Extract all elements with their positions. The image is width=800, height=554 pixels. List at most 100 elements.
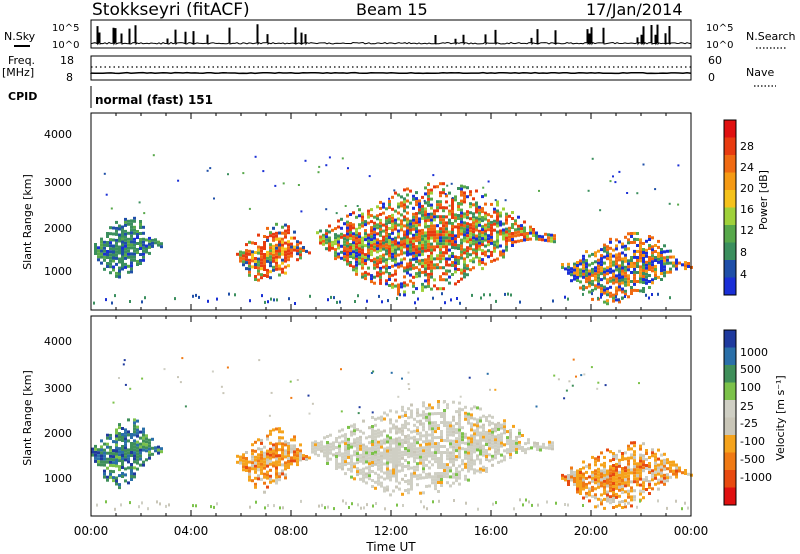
heatmap-cell: [370, 244, 373, 248]
heatmap-cell: [371, 443, 374, 446]
heatmap-cell: [275, 466, 278, 470]
heatmap-cell: [624, 274, 627, 278]
heatmap-cell: [472, 236, 475, 240]
heatmap-cell: [139, 232, 142, 235]
heatmap-cell: [94, 246, 97, 249]
heatmap-cell: [639, 265, 642, 269]
heatmap-cell: [245, 460, 248, 463]
heatmap-cell: [421, 204, 424, 208]
heatmap-cell: [278, 273, 281, 277]
heatmap-cell: [106, 445, 109, 449]
heatmap-cell: [106, 457, 109, 461]
heatmap-cell: [281, 252, 284, 256]
heatmap-cell: [376, 265, 379, 269]
heatmap-cell: [260, 252, 263, 256]
heatmap-cell: [263, 262, 266, 265]
heatmap-cell: [567, 477, 570, 480]
heatmap-cell: [401, 456, 404, 460]
heatmap-cell: [401, 468, 404, 472]
heatmap-cell: [503, 425, 506, 429]
heatmap-cell: [352, 238, 355, 242]
heatmap-cell: [446, 475, 449, 479]
heatmap-cell: [392, 453, 395, 457]
heatmap-cell: [401, 432, 404, 436]
heatmap-cell: [403, 257, 406, 261]
heatmap-cell: [484, 202, 487, 206]
heatmap-cell: [421, 240, 424, 244]
heatmap-cell: [660, 251, 663, 254]
heatmap-cell: [106, 460, 109, 464]
power-colorbar-frame: [723, 119, 737, 296]
heatmap-cell: [624, 502, 626, 506]
heatmap-cell: [377, 452, 380, 456]
heatmap-cell: [520, 230, 523, 234]
heatmap-cell: [654, 250, 657, 253]
heatmap-cell: [410, 436, 413, 440]
heatmap-cell: [458, 470, 461, 474]
heatmap-cell: [227, 173, 229, 176]
heatmap-cell: [621, 275, 624, 279]
heatmap-cell: [412, 290, 415, 294]
heatmap-cell: [660, 459, 663, 463]
heatmap-cell: [476, 406, 479, 410]
heatmap-cell: [481, 225, 484, 229]
heatmap-cell: [367, 215, 370, 219]
heatmap-cell: [513, 507, 515, 511]
heatmap-cell: [612, 455, 615, 458]
heatmap-cell: [439, 248, 442, 252]
heatmap-cell: [570, 472, 573, 476]
heatmap-cell: [340, 232, 343, 236]
heatmap-cell: [391, 273, 394, 277]
heatmap-cell: [383, 429, 386, 433]
heatmap-cell: [606, 448, 609, 452]
heatmap-cell: [386, 476, 389, 480]
heatmap-cell: [388, 245, 391, 248]
heatmap-cell: [585, 286, 588, 290]
heatmap-cell: [618, 479, 621, 483]
heatmap-cell: [320, 446, 323, 450]
heatmap-cell: [651, 475, 654, 479]
heatmap-cell: [349, 228, 352, 231]
heatmap-cell: [503, 422, 506, 426]
heatmap-cell: [409, 225, 412, 229]
heatmap-cell: [388, 266, 391, 269]
heatmap-cell: [482, 465, 485, 469]
heatmap-cell: [678, 261, 681, 265]
heatmap-cell: [582, 263, 585, 267]
heatmap-cell: [314, 440, 317, 444]
heatmap-cell: [609, 246, 612, 250]
heatmap-cell: [440, 475, 443, 478]
heatmap-cell: [627, 483, 630, 487]
heatmap-cell: [491, 430, 494, 434]
velocity-cbar-tick-100: 100: [740, 381, 761, 394]
heatmap-cell: [358, 208, 361, 212]
heatmap-cell: [124, 458, 127, 462]
heatmap-cell: [142, 436, 145, 440]
heatmap-cell: [421, 207, 424, 211]
heatmap-cell: [485, 419, 488, 422]
heatmap-cell: [654, 277, 657, 280]
heatmap-cell: [415, 215, 418, 219]
heatmap-cell: [404, 426, 407, 429]
heatmap-cell: [636, 259, 639, 262]
heatmap-cell: [597, 264, 600, 268]
velocity-cbar-tick-neg500: -500: [740, 453, 765, 466]
heatmap-cell: [451, 225, 454, 228]
heatmap-cell: [323, 454, 326, 458]
heatmap-cell: [439, 233, 442, 237]
heatmap-cell: [600, 248, 603, 252]
heatmap-cell: [415, 221, 418, 225]
heatmap-cell: [475, 246, 478, 250]
heatmap-cell: [349, 237, 352, 240]
heatmap-cell: [168, 503, 170, 507]
heatmap-cell: [472, 224, 475, 228]
heatmap-cell: [660, 480, 663, 484]
heatmap-cell: [130, 219, 133, 223]
heatmap-cell: [391, 252, 394, 256]
heatmap-cell: [262, 170, 265, 173]
heatmap-cell: [260, 453, 263, 457]
heatmap-cell: [453, 499, 455, 502]
heatmap-cell: [582, 472, 585, 476]
heatmap-cell: [612, 479, 615, 482]
heatmap-cell: [362, 458, 365, 462]
